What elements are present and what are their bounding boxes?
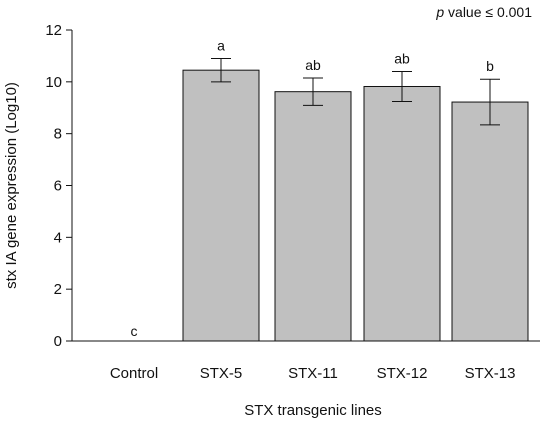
bar (182, 69, 260, 342)
x-tick-label: STX-5 (200, 365, 243, 382)
y-tick-label: 0 (54, 333, 62, 350)
significance-letter: c (131, 323, 138, 339)
x-tick-label: Control (110, 365, 158, 382)
bar (274, 91, 352, 342)
chart-bars (96, 58, 529, 342)
bar (451, 101, 529, 342)
y-tick-label: 6 (54, 178, 62, 195)
x-axis-title: STX transgenic lines (244, 402, 382, 419)
bar (363, 85, 441, 342)
y-axis-title: stx IA gene expression (Log10) (3, 82, 20, 289)
x-tick-label: STX-13 (465, 365, 516, 382)
y-tick-label: 8 (54, 126, 62, 143)
p-value-annotation: p value ≤ 0.001 (435, 4, 532, 20)
y-tick-label: 10 (45, 74, 62, 91)
chart-labels: 0 2 4 6 8 10 12 c Control a STX-5 ab STX-11 ab STX-12 b… (3, 4, 532, 419)
y-tick-label: 12 (45, 22, 62, 39)
y-tick-label: 2 (54, 281, 62, 298)
x-tick-label: STX-12 (377, 365, 428, 382)
x-tick-label: STX-11 (288, 365, 338, 382)
significance-letter: b (486, 58, 494, 74)
significance-letter: a (217, 38, 225, 54)
significance-letter: ab (305, 57, 321, 73)
y-tick-label: 4 (54, 229, 62, 246)
significance-letter: ab (394, 50, 410, 66)
